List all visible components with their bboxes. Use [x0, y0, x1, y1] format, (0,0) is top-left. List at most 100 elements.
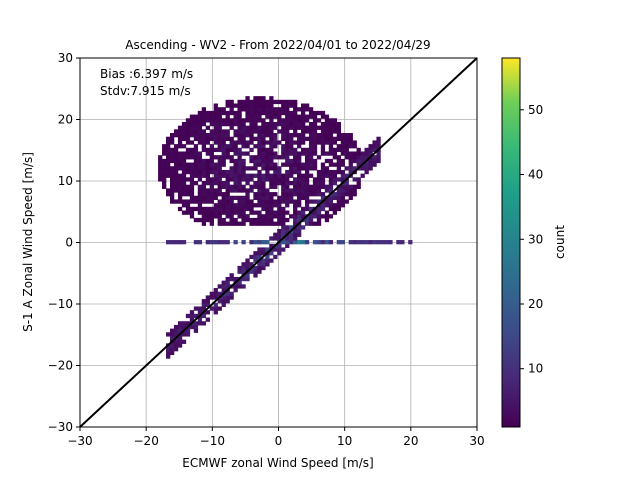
heatmap-cell — [324, 169, 330, 175]
heatmap-cell — [181, 166, 187, 171]
heatmap-cell — [257, 269, 262, 274]
heatmap-cell — [209, 214, 214, 219]
heatmap-cell — [245, 217, 250, 223]
heatmap-cell — [352, 151, 357, 156]
heatmap-cell — [221, 140, 226, 145]
heatmap-cell — [209, 114, 214, 119]
heatmap-cell — [269, 103, 274, 108]
heatmap-cell — [376, 151, 381, 156]
heatmap-cell — [166, 192, 171, 197]
heatmap-cell — [328, 147, 334, 153]
heatmap-cell — [312, 121, 318, 127]
heatmap-cell — [209, 129, 214, 134]
heatmap-cell — [304, 114, 310, 119]
heatmap-cell — [233, 195, 238, 201]
heatmap-cell — [237, 203, 242, 208]
heatmap-cell — [217, 192, 222, 197]
heatmap-cell — [285, 228, 290, 234]
heatmap-cell — [320, 169, 326, 175]
heatmap-cell — [253, 96, 258, 101]
heatmap-cell — [328, 181, 334, 186]
heatmap-cell — [241, 166, 246, 171]
heatmap-cell — [237, 110, 242, 116]
heatmap-cell — [197, 203, 203, 208]
heatmap-cell — [233, 210, 238, 215]
heatmap-cell — [217, 147, 222, 153]
heatmap-cell — [253, 107, 258, 112]
heatmap-cell — [233, 217, 238, 223]
heatmap-cell — [297, 192, 302, 197]
heatmap-cell — [273, 181, 278, 186]
heatmap-cell — [348, 184, 353, 189]
y-axis-label: S-1 A Zonal Wind Speed [m/s] — [21, 152, 35, 332]
heatmap-cell — [205, 133, 210, 138]
heatmap-cell — [241, 240, 246, 245]
heatmap-cell — [261, 199, 266, 204]
heatmap-cell — [169, 181, 175, 186]
heatmap-cell — [205, 299, 210, 304]
heatmap-cell — [304, 136, 310, 141]
heatmap-cell — [237, 269, 242, 274]
heatmap-cell — [245, 188, 250, 193]
heatmap-cell — [328, 203, 334, 208]
heatmap-cell — [177, 195, 183, 201]
heatmap-cell — [249, 136, 254, 141]
heatmap-cell — [197, 310, 203, 315]
heatmap-cell — [193, 240, 199, 245]
heatmap-cell — [277, 173, 282, 178]
heatmap-cell — [185, 162, 191, 167]
heatmap-cell — [281, 125, 286, 130]
heatmap-cell — [364, 166, 369, 171]
heatmap-cell — [229, 173, 234, 178]
heatmap-cell — [221, 121, 226, 127]
heatmap-cell — [225, 114, 230, 119]
heatmap-cell — [277, 195, 282, 201]
heatmap-cell — [328, 140, 334, 145]
heatmap-cell — [241, 214, 246, 219]
heatmap-cell — [348, 169, 353, 175]
heatmap-cell — [328, 206, 334, 212]
heatmap-cell — [162, 166, 167, 171]
heatmap-cell — [201, 169, 207, 175]
heatmap-cell — [269, 136, 274, 141]
heatmap-cell — [177, 173, 183, 178]
heatmap-cell — [229, 158, 234, 164]
heatmap-cell — [189, 114, 195, 119]
heatmap-cell — [221, 184, 226, 189]
heatmap-cell — [312, 144, 318, 149]
heatmap-cell — [166, 144, 171, 149]
heatmap-cell — [205, 169, 210, 175]
heatmap-cell — [217, 199, 222, 204]
heatmap-cell — [249, 140, 254, 145]
heatmap-cell — [289, 110, 294, 116]
heatmap-cell — [241, 206, 246, 212]
heatmap-cell — [181, 184, 187, 189]
heatmap-cell — [336, 147, 341, 153]
heatmap-cell — [229, 184, 234, 189]
heatmap-cell — [257, 184, 262, 189]
heatmap-cell — [265, 210, 270, 215]
heatmap-cell — [209, 155, 214, 160]
heatmap-cell — [372, 240, 377, 245]
heatmap-cell — [221, 192, 226, 197]
heatmap-cell — [297, 144, 302, 149]
heatmap-cell — [213, 177, 218, 182]
heatmap-cell — [253, 184, 258, 189]
heatmap-cell — [285, 236, 290, 241]
heatmap-cell — [261, 144, 266, 149]
heatmap-cell — [336, 162, 341, 167]
heatmap-cell — [229, 140, 234, 145]
heatmap-cell — [173, 240, 179, 245]
heatmap-cell — [332, 169, 338, 175]
heatmap-cell — [217, 306, 222, 311]
heatmap-cell — [162, 147, 167, 153]
x-tick-label: −30 — [67, 434, 92, 448]
heatmap-cell — [205, 158, 210, 164]
heatmap-cell — [261, 162, 266, 167]
heatmap-cell — [340, 177, 345, 182]
heatmap-cell — [261, 158, 266, 164]
heatmap-cell — [237, 136, 242, 141]
heatmap-cell — [193, 125, 199, 130]
heatmap-cell — [233, 162, 238, 167]
heatmap-cell — [297, 188, 302, 193]
